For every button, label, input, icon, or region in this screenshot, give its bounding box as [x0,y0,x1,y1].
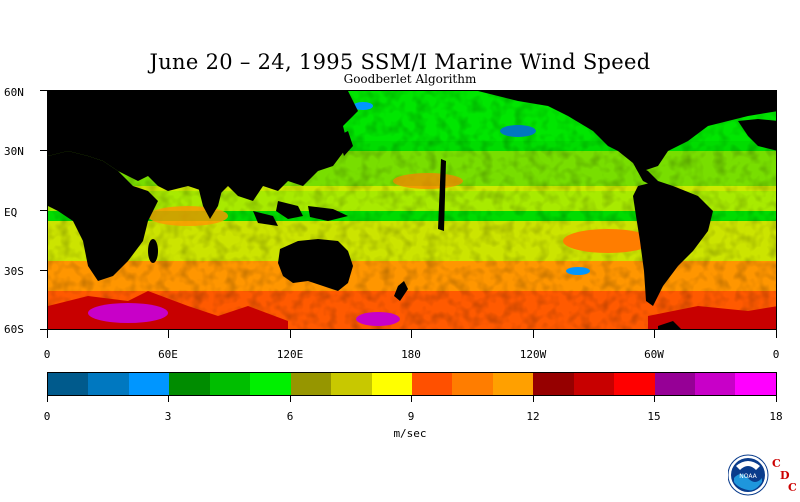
lat-tick [40,90,47,91]
colorbar-swatch-6 [290,373,332,395]
lon-tick [168,330,169,338]
lat-tick [40,270,47,271]
colorbar-tick [290,396,291,402]
map-title: June 20 – 24, 1995 SSM/I Marine Wind Spe… [149,50,651,74]
colorbar-swatch-15 [654,373,695,395]
colorbar-units: m/sec [393,427,427,440]
colorbar-tick [776,396,777,402]
colorbar-swatch-7 [331,373,372,395]
lat-label-30n: 30N [4,145,24,158]
colorbar-label-15: 15 [647,410,661,423]
colorbar-swatch-13 [573,373,615,395]
colorbar-tick [533,396,534,402]
colorbar-swatch-4 [209,373,251,395]
wind-speed-map [47,90,777,330]
lon-label-0: 0 [43,348,51,361]
colorbar-swatch-9 [411,373,453,395]
colorbar-swatch-8 [371,373,412,395]
lat-label-eq: EQ [4,206,18,219]
lon-tick [411,330,412,338]
lon-label-60w: 60W [644,348,664,361]
colorbar-swatch-17 [735,373,776,395]
extreme-wind-indian-ocean [88,303,168,323]
colorbar-swatch-1 [88,373,129,395]
land-masses [48,91,776,329]
lat-tick [40,210,47,211]
lon-tick [533,330,534,338]
southeast-pacific-trade-wind [563,229,653,253]
colorbar-swatch-0 [48,373,89,395]
lon-label-60e: 60E [158,348,178,361]
wind-speed-map-canvas [48,91,776,329]
colorbar-label-18: 18 [769,410,783,423]
lon-label-120e: 120E [276,348,304,361]
map-subtitle: Goodberlet Algorithm [343,72,477,86]
noaa-cdc-logo: NOAA C D C [727,452,798,498]
colorbar-label-3: 3 [164,410,172,423]
lon-label-0-east: 0 [772,348,780,361]
lat-label-60s: 60S [4,323,24,336]
colorbar-label-6: 6 [286,410,294,423]
colorbar-swatch-12 [533,373,574,395]
colorbar-label-9: 9 [407,410,415,423]
extreme-wind-tasman [356,312,400,326]
colorbar-label-12: 12 [526,410,540,423]
north-pacific-trade-wind [393,173,463,189]
calm-patch-okhotsk [353,102,373,110]
cdc-letter-d: D [780,469,790,482]
colorbar-tick [168,396,169,402]
colorbar-swatch-14 [614,373,655,395]
colorbar-swatch-11 [492,373,534,395]
lat-tick [40,150,47,151]
colorbar-swatch-10 [452,373,493,395]
lon-tick [776,330,777,338]
lon-tick [654,330,655,338]
calm-patch-south-pacific [566,267,590,275]
noaa-logo-icon: NOAA C D C [727,454,797,496]
colorbar-swatch-16 [695,373,736,395]
colorbar-tick [47,396,48,402]
lon-tick [47,330,48,338]
calm-patch-north-pacific [500,125,536,137]
lat-tick [40,329,47,330]
colorbar-tick [411,396,412,402]
noaa-text: NOAA [739,473,757,480]
lat-label-60n: 60N [4,86,24,99]
colorbar-tick [654,396,655,402]
high-wind-south-atlantic [648,306,776,329]
lon-label-180: 180 [401,348,421,361]
cdc-letter-c: C [772,457,781,470]
colorbar-swatch-5 [250,373,291,395]
lat-label-30s: 30S [4,265,24,278]
lon-tick [290,330,291,338]
colorbar-label-0: 0 [43,410,51,423]
colorbar-swatch-2 [128,373,170,395]
wind-speed-colorbar [47,372,777,396]
colorbar-swatch-3 [169,373,210,395]
lon-label-120w: 120W [519,348,547,361]
cdc-letter-c2: C [788,481,797,494]
